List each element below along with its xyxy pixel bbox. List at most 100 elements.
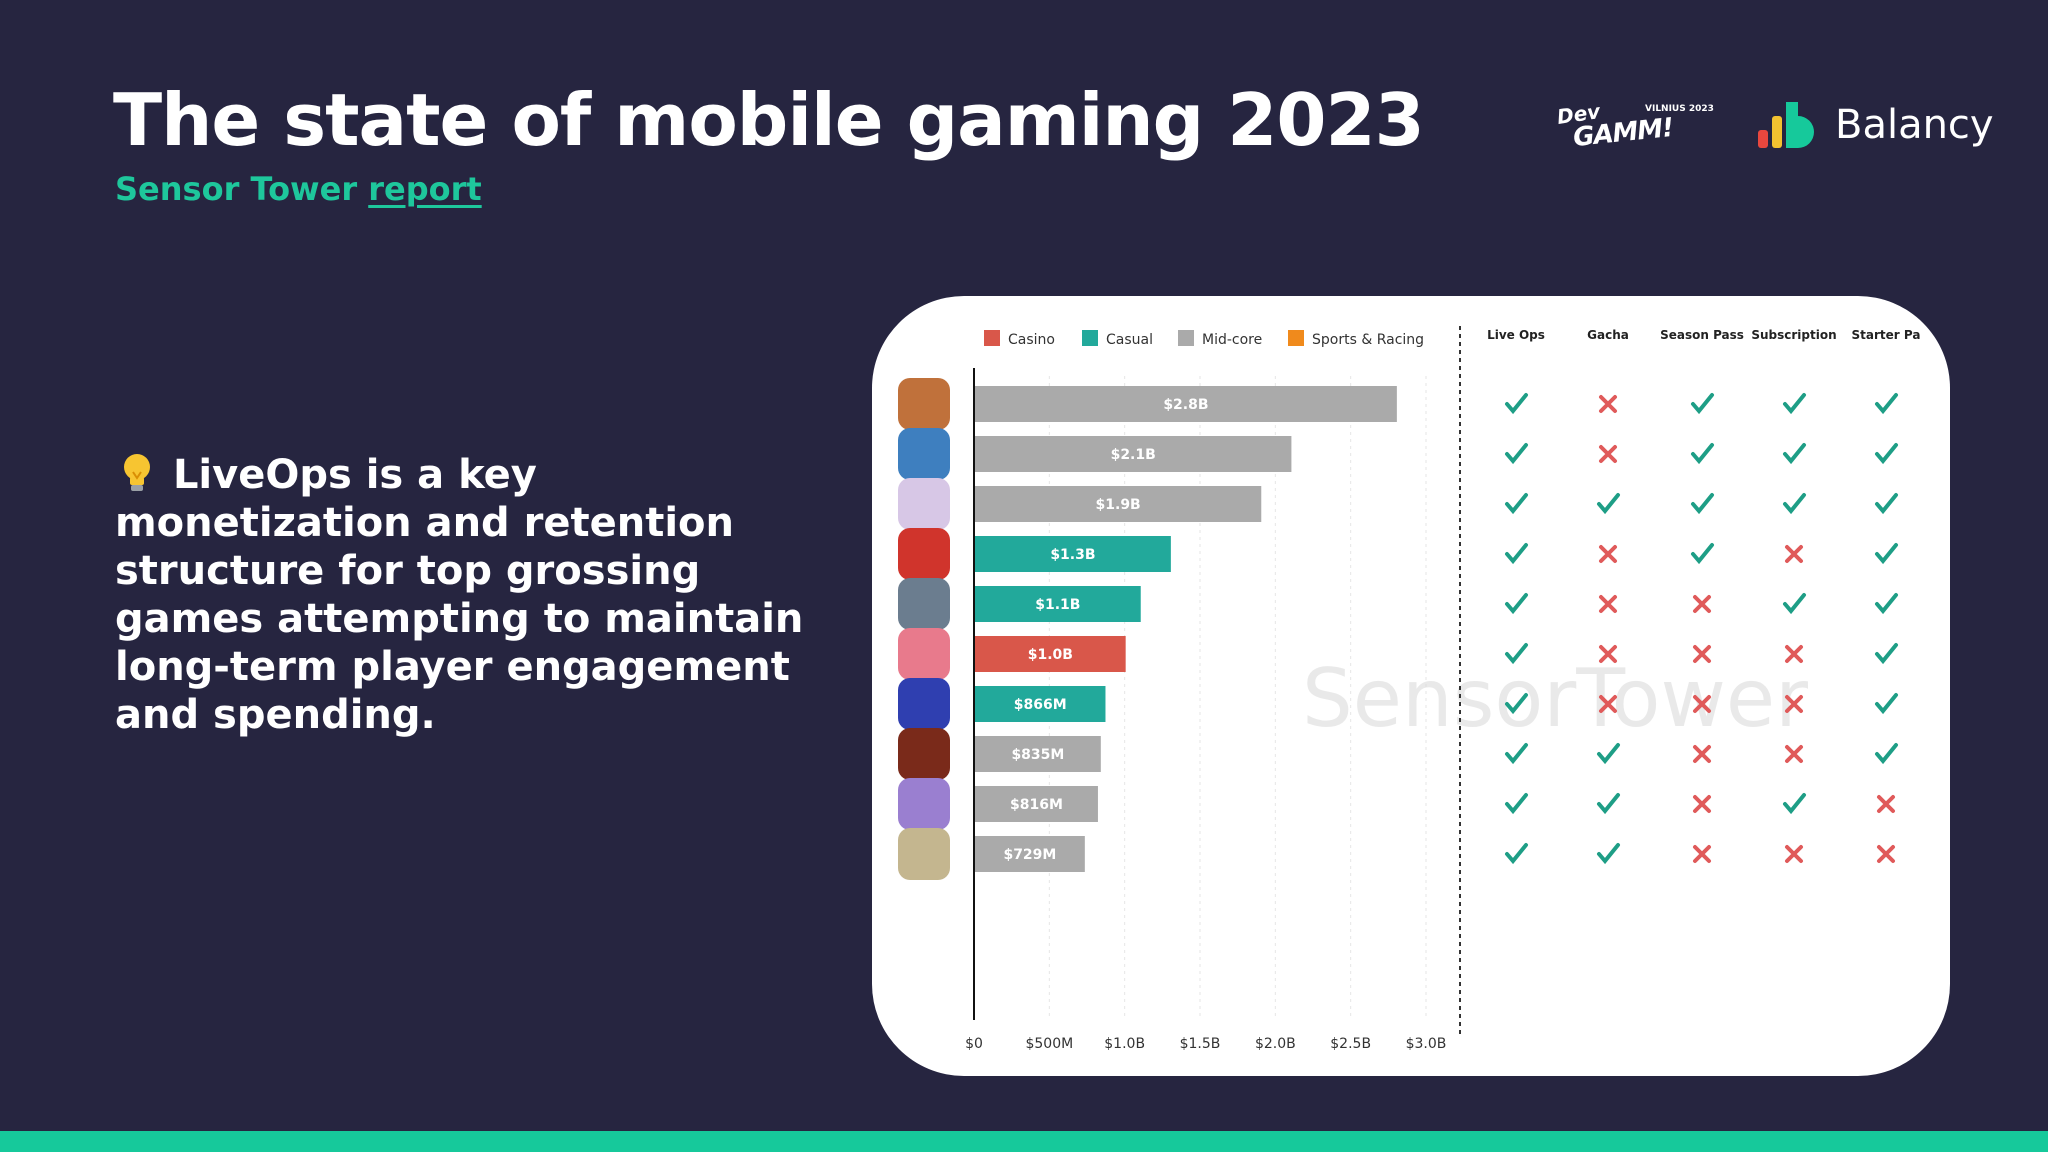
game-icon-2 [898, 428, 950, 480]
game-icon-5 [898, 578, 950, 630]
check-icon [1505, 393, 1528, 415]
check-icon [1505, 493, 1528, 515]
feature-header: Gacha [1587, 328, 1629, 342]
cross-icon [1599, 545, 1617, 563]
devgamm-event-text: VILNIUS 2023 [1645, 104, 1714, 114]
feature-marks [1505, 393, 1898, 865]
bar-value-label: $1.9B [1096, 497, 1141, 513]
check-icon [1783, 393, 1806, 415]
cross-icon [1599, 595, 1617, 613]
balancy-logo: Balancy [1758, 100, 2008, 152]
bottom-accent-bar [0, 1131, 2048, 1152]
subtitle-source: Sensor Tower [115, 170, 358, 208]
legend-label: Sports & Racing [1312, 332, 1424, 348]
check-icon [1505, 543, 1528, 565]
cross-icon [1877, 845, 1895, 863]
game-icon-7 [898, 678, 950, 730]
check-icon [1691, 443, 1714, 465]
watermark-text: SensorTower [1302, 652, 1808, 745]
check-icon [1505, 643, 1528, 665]
feature-header: Subscription [1751, 328, 1836, 342]
chart-card: SensorTower Casino Casual Mid-core Sports &… [872, 296, 1950, 1076]
balancy-wordmark: Balancy [1835, 102, 1994, 148]
check-icon [1505, 443, 1528, 465]
cross-icon [1693, 695, 1711, 713]
check-icon [1783, 443, 1806, 465]
bar-value-label: $2.1B [1111, 447, 1156, 463]
cross-icon [1693, 595, 1711, 613]
bar-value-label: $835M [1011, 747, 1064, 763]
check-icon [1597, 743, 1620, 765]
x-tick-label: $0 [965, 1036, 983, 1052]
check-icon [1875, 443, 1898, 465]
x-tick-label: $1.0B [1104, 1036, 1145, 1052]
bar-value-label: $1.0B [1028, 647, 1073, 663]
check-icon [1691, 393, 1714, 415]
bar [975, 386, 1397, 422]
feature-header: Starter Pa [1852, 328, 1921, 342]
legend-swatch-sports_racing [1288, 330, 1304, 346]
cross-icon [1785, 645, 1803, 663]
slide-subtitle: Sensor Tower report [115, 170, 482, 208]
legend-label: Casino [1008, 332, 1055, 348]
game-icon-10 [898, 828, 950, 880]
check-icon [1505, 593, 1528, 615]
check-icon [1875, 643, 1898, 665]
game-icon-4 [898, 528, 950, 580]
cross-icon [1599, 445, 1617, 463]
check-icon [1505, 743, 1528, 765]
balancy-mark-icon [1758, 102, 1814, 148]
cross-icon [1693, 745, 1711, 763]
bar [975, 836, 1085, 872]
check-icon [1691, 543, 1714, 565]
cross-icon [1599, 395, 1617, 413]
bar [975, 786, 1098, 822]
cross-icon [1599, 645, 1617, 663]
x-tick-label: $1.5B [1180, 1036, 1221, 1052]
bar-value-label: $1.1B [1035, 597, 1080, 613]
game-icons [898, 378, 950, 880]
check-icon [1505, 693, 1528, 715]
bar-value-label: $2.8B [1163, 397, 1208, 413]
x-tick-label: $3.0B [1406, 1036, 1447, 1052]
x-axis-ticks: $0 $500M $1.0B $1.5B $2.0B $2.5B $3.0B [965, 1036, 1446, 1052]
legend-swatch-casual [1082, 330, 1098, 346]
report-link[interactable]: report [368, 170, 482, 208]
check-icon [1875, 543, 1898, 565]
body-text-content: LiveOps is a key monetization and retent… [115, 452, 804, 738]
cross-icon [1785, 545, 1803, 563]
bar [975, 736, 1101, 772]
game-icon-9 [898, 778, 950, 830]
check-icon [1875, 693, 1898, 715]
cross-icon [1877, 795, 1895, 813]
check-icon [1597, 493, 1620, 515]
feature-headers: Live Ops Gacha Season Pass Subscription Star… [1487, 328, 1920, 342]
legend-swatch-midcore [1178, 330, 1194, 346]
game-icon-6 [898, 628, 950, 680]
check-icon [1597, 843, 1620, 865]
feature-header: Season Pass [1660, 328, 1744, 342]
x-tick-label: $2.0B [1255, 1036, 1296, 1052]
cross-icon [1693, 645, 1711, 663]
bar [975, 486, 1262, 522]
legend-label: Mid-core [1202, 332, 1262, 348]
revenue-chart: SensorTower Casino Casual Mid-core Sports &… [898, 326, 1920, 1052]
check-icon [1783, 793, 1806, 815]
lightbulb-icon [124, 454, 150, 491]
devgamm-logo: Dev VILNIUS 2023 GAMM! [1555, 98, 1715, 154]
bar-value-label: $729M [1003, 847, 1056, 863]
cross-icon [1785, 695, 1803, 713]
cross-icon [1785, 745, 1803, 763]
check-icon [1783, 593, 1806, 615]
cross-icon [1599, 695, 1617, 713]
legend-swatch-casino [984, 330, 1000, 346]
x-tick-label: $2.5B [1330, 1036, 1371, 1052]
cross-icon [1785, 845, 1803, 863]
game-icon-1 [898, 378, 950, 430]
check-icon [1505, 793, 1528, 815]
game-icon-3 [898, 478, 950, 530]
feature-header: Live Ops [1487, 328, 1545, 342]
check-icon [1505, 843, 1528, 865]
bar [975, 686, 1106, 722]
bar [975, 636, 1126, 672]
